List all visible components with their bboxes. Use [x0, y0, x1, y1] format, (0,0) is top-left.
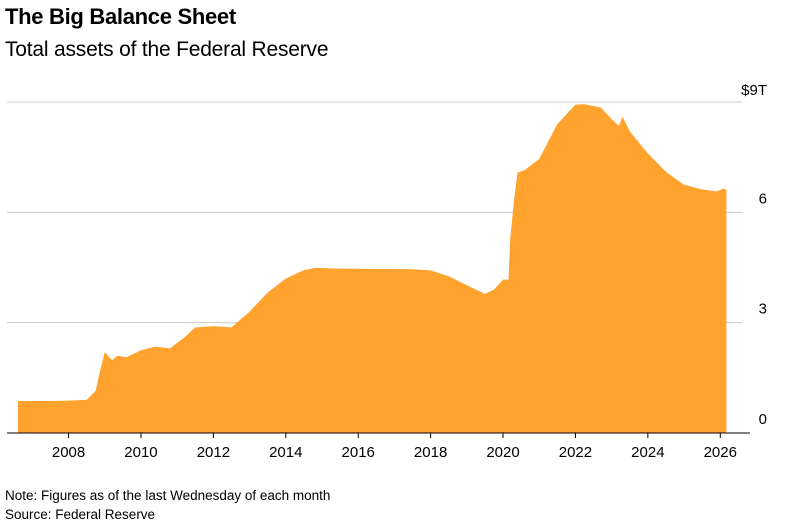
x-tick-label: 2020	[486, 444, 519, 461]
total-assets-area	[17, 104, 727, 433]
x-tick-label: 2024	[631, 444, 664, 461]
x-tick-label: 2008	[52, 444, 85, 461]
x-tick-label: 2016	[342, 444, 375, 461]
x-tick-label: 2026	[704, 444, 737, 461]
x-tick-label: 2010	[124, 444, 157, 461]
y-tick-label: 6	[759, 190, 767, 207]
chart-note: Note: Figures as of the last Wednesday o…	[5, 488, 331, 503]
y-tick-label: $9T	[741, 82, 767, 99]
chart-title: The Big Balance Sheet	[5, 4, 236, 29]
chart-subtitle: Total assets of the Federal Reserve	[5, 38, 329, 61]
y-tick-label: 3	[759, 301, 767, 318]
chart-source: Source: Federal Reserve	[5, 507, 156, 522]
x-tick-label: 2014	[269, 444, 302, 461]
y-tick-label: 0	[759, 411, 767, 428]
x-tick-label: 2018	[414, 444, 447, 461]
x-tick-label: 2012	[197, 444, 230, 461]
x-tick-label: 2022	[559, 444, 592, 461]
